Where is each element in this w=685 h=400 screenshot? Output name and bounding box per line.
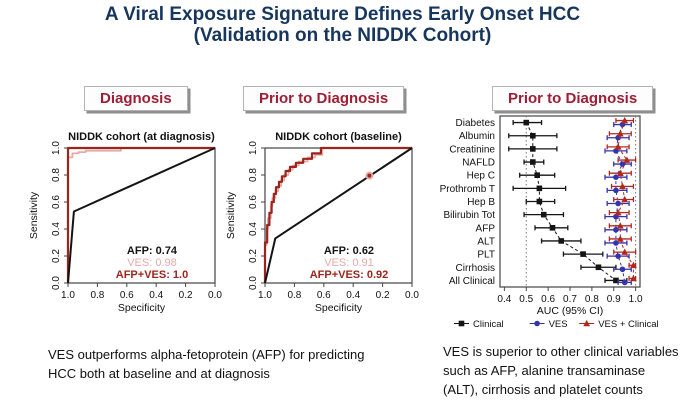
- svg-text:0.6: 0.6: [541, 294, 555, 305]
- svg-text:Creatinine: Creatinine: [449, 144, 495, 155]
- svg-text:NAFLD: NAFLD: [462, 158, 495, 169]
- page-title: A Viral Exposure Signature Defines Early…: [0, 4, 685, 47]
- svg-text:0.5: 0.5: [519, 294, 533, 305]
- svg-text:AFP: 0.62: AFP: 0.62: [324, 245, 374, 257]
- svg-text:0.4: 0.4: [248, 222, 259, 236]
- roc-chart-baseline: NIDDK cohort (baseline) 1.0 0.8 0.6 0.4 0.2 0.…: [225, 131, 419, 314]
- svg-text:0.6: 0.6: [248, 195, 259, 209]
- svg-text:0.4: 0.4: [497, 294, 511, 305]
- svg-text:1.0: 1.0: [248, 141, 259, 155]
- svg-text:Hep C: Hep C: [467, 171, 495, 182]
- svg-text:AFP+VES: 1.0: AFP+VES: 1.0: [116, 269, 188, 281]
- svg-text:0.8: 0.8: [585, 294, 599, 305]
- svg-text:Specificity: Specificity: [118, 302, 166, 314]
- svg-text:0.2: 0.2: [179, 290, 193, 301]
- svg-text:All Clinical: All Clinical: [449, 276, 495, 287]
- svg-text:1.0: 1.0: [51, 141, 62, 155]
- svg-text:Bilirubin Tot: Bilirubin Tot: [443, 210, 495, 221]
- svg-text:0.8: 0.8: [248, 168, 259, 182]
- svg-text:0.6: 0.6: [51, 195, 62, 209]
- svg-text:0.8: 0.8: [90, 290, 104, 301]
- forest-plot-auc: Diabetes Albumin Creatinine NAFLD Hep C Proth…: [440, 115, 659, 330]
- svg-text:0.0: 0.0: [248, 276, 259, 290]
- svg-text:0.0: 0.0: [51, 276, 62, 290]
- panel-header-prior-forest-label: Prior to Diagnosis: [508, 90, 638, 107]
- roc-chart-at-diagnosis: NIDDK cohort (at diagnosis) 1.0 0.8 0.6 0.4 0…: [28, 131, 222, 314]
- svg-text:1.0: 1.0: [258, 290, 272, 301]
- svg-text:0.6: 0.6: [317, 290, 331, 301]
- svg-text:AFP: 0.74: AFP: 0.74: [127, 245, 178, 257]
- svg-text:Prothromb T: Prothromb T: [440, 184, 495, 195]
- panel-header-prior-roc-label: Prior to Diagnosis: [259, 90, 389, 107]
- svg-text:0.2: 0.2: [376, 290, 390, 301]
- svg-text:AUC (95% CI): AUC (95% CI): [537, 305, 604, 317]
- svg-text:Sensitivity: Sensitivity: [28, 191, 40, 239]
- caption-left: VES outperforms alpha-fetoprotein (AFP) …: [48, 347, 365, 381]
- svg-text:0.0: 0.0: [405, 290, 419, 301]
- panel-header-prior-to-diagnosis-forest: Prior to Diagnosis: [492, 86, 654, 111]
- svg-text:VES: 0.91: VES: 0.91: [324, 257, 374, 269]
- svg-text:0.2: 0.2: [248, 249, 259, 263]
- svg-text:PLT: PLT: [477, 250, 495, 261]
- svg-text:NIDDK cohort (baseline): NIDDK cohort (baseline): [275, 131, 402, 143]
- panel-header-diagnosis-label: Diagnosis: [100, 90, 172, 107]
- svg-text:VES: 0.98: VES: 0.98: [127, 257, 177, 269]
- svg-text:Cirrhosis: Cirrhosis: [456, 263, 495, 274]
- svg-text:Hep B: Hep B: [467, 197, 495, 208]
- svg-text:1.0: 1.0: [61, 290, 75, 301]
- svg-text:Specificity: Specificity: [315, 302, 363, 314]
- svg-text:VES + Clinical: VES + Clinical: [598, 319, 658, 330]
- svg-text:1.0: 1.0: [629, 294, 643, 305]
- svg-text:0.8: 0.8: [287, 290, 301, 301]
- svg-text:AFP+VES: 0.92: AFP+VES: 0.92: [310, 269, 389, 281]
- svg-text:AFP: AFP: [476, 223, 496, 234]
- title-line-1: A Viral Exposure Signature Defines Early…: [104, 4, 581, 25]
- svg-text:0.6: 0.6: [120, 290, 134, 301]
- svg-text:Clinical: Clinical: [473, 319, 504, 330]
- svg-text:0.9: 0.9: [607, 294, 621, 305]
- caption-right: VES is superior to other clinical variab…: [443, 344, 679, 397]
- svg-text:0.4: 0.4: [346, 290, 360, 301]
- title-line-2: (Validation on the NIDDK Cohort): [193, 24, 492, 46]
- svg-text:0.7: 0.7: [563, 294, 577, 305]
- svg-text:0.4: 0.4: [51, 222, 62, 236]
- svg-text:Albumin: Albumin: [459, 131, 495, 142]
- svg-text:0.8: 0.8: [51, 168, 62, 182]
- svg-text:0.0: 0.0: [208, 290, 222, 301]
- svg-text:0.4: 0.4: [149, 290, 163, 301]
- svg-text:Sensitivity: Sensitivity: [225, 191, 237, 239]
- svg-text:Diabetes: Diabetes: [456, 118, 495, 129]
- svg-text:ALT: ALT: [477, 236, 495, 247]
- panel-header-prior-to-diagnosis-roc: Prior to Diagnosis: [243, 86, 405, 111]
- svg-text:NIDDK cohort (at diagnosis): NIDDK cohort (at diagnosis): [68, 131, 215, 143]
- panel-header-diagnosis: Diagnosis: [84, 86, 188, 111]
- svg-text:0.2: 0.2: [51, 249, 62, 263]
- svg-text:VES: VES: [549, 319, 568, 330]
